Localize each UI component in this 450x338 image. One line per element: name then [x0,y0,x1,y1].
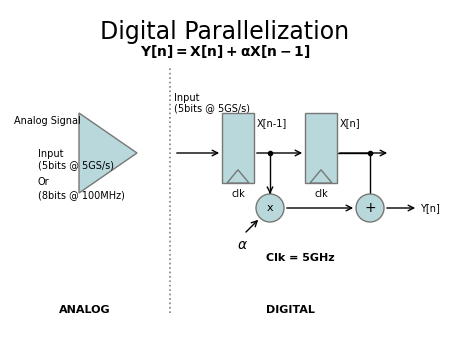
Text: clk: clk [314,189,328,199]
FancyBboxPatch shape [305,113,337,183]
Text: Digital Parallelization: Digital Parallelization [100,20,350,44]
Text: x: x [267,203,273,213]
Polygon shape [227,170,249,183]
Text: Analog Signal: Analog Signal [14,116,81,126]
Text: Input: Input [174,93,199,103]
Text: Y[n]: Y[n] [420,203,440,213]
Text: clk: clk [231,189,245,199]
Text: X[n-1]: X[n-1] [257,118,287,128]
Text: Clk = 5GHz: Clk = 5GHz [266,253,334,263]
Text: ANALOG: ANALOG [59,305,111,315]
Text: X[n]: X[n] [340,118,360,128]
Text: α: α [238,238,247,252]
Text: $\mathbf{Y[n] = X[n] + \alpha X[n-1]}$: $\mathbf{Y[n] = X[n] + \alpha X[n-1]}$ [140,43,310,60]
Circle shape [256,194,284,222]
Polygon shape [79,113,137,193]
Text: (8bits @ 100MHz): (8bits @ 100MHz) [38,190,125,200]
Text: +: + [364,201,376,215]
Text: DIGITAL: DIGITAL [266,305,315,315]
Text: (5bits @ 5GS/s): (5bits @ 5GS/s) [174,103,250,113]
FancyBboxPatch shape [222,113,254,183]
Polygon shape [310,170,332,183]
Text: Input: Input [38,149,63,159]
Text: (5bits @ 5GS/s): (5bits @ 5GS/s) [38,160,114,170]
Text: Or: Or [38,177,50,187]
Circle shape [356,194,384,222]
